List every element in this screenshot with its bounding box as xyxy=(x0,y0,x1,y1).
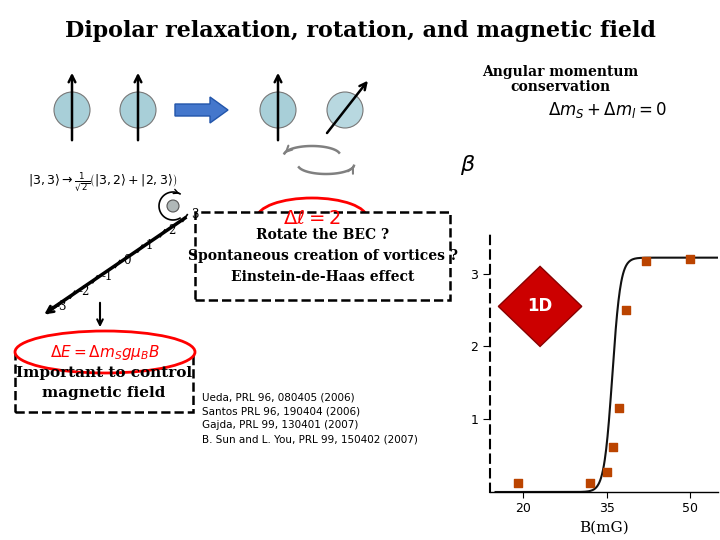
Text: Angular momentum: Angular momentum xyxy=(482,65,638,79)
Point xyxy=(613,404,625,413)
Text: conservation: conservation xyxy=(510,80,610,94)
X-axis label: B(mG): B(mG) xyxy=(579,521,629,535)
Point xyxy=(601,467,613,476)
Text: -2: -2 xyxy=(78,285,90,298)
Point xyxy=(640,256,652,265)
Polygon shape xyxy=(175,97,228,123)
Point xyxy=(512,479,523,488)
Text: -3: -3 xyxy=(56,300,68,314)
Circle shape xyxy=(54,92,90,128)
Text: Important to control
magnetic field: Important to control magnetic field xyxy=(16,366,192,400)
Text: Ueda, PRL 96, 080405 (2006): Ueda, PRL 96, 080405 (2006) xyxy=(202,392,355,402)
Text: $\beta$: $\beta$ xyxy=(460,153,476,177)
Text: Santos PRL 96, 190404 (2006): Santos PRL 96, 190404 (2006) xyxy=(202,406,360,416)
Text: 3: 3 xyxy=(191,208,199,221)
Polygon shape xyxy=(498,266,582,347)
Text: $\Delta\ell = 2$: $\Delta\ell = 2$ xyxy=(283,208,341,227)
Point xyxy=(621,306,632,314)
Text: 2: 2 xyxy=(168,224,176,237)
Text: 1: 1 xyxy=(146,239,153,252)
Ellipse shape xyxy=(15,331,195,373)
Text: B. Sun and L. You, PRL 99, 150402 (2007): B. Sun and L. You, PRL 99, 150402 (2007) xyxy=(202,434,418,444)
Text: $\Delta E = \Delta m_S g \mu_B B$: $\Delta E = \Delta m_S g \mu_B B$ xyxy=(50,342,160,361)
Ellipse shape xyxy=(257,198,367,238)
Circle shape xyxy=(167,200,179,212)
Circle shape xyxy=(260,92,296,128)
Text: 0: 0 xyxy=(124,254,131,267)
Text: -1: -1 xyxy=(101,270,112,283)
Text: Rotate the BEC ?
Spontaneous creation of vortices ?
Einstein-de-Haas effect: Rotate the BEC ? Spontaneous creation of… xyxy=(187,228,457,284)
Circle shape xyxy=(327,92,363,128)
FancyBboxPatch shape xyxy=(15,354,193,412)
Point xyxy=(685,255,696,264)
Text: Gajda, PRL 99, 130401 (2007): Gajda, PRL 99, 130401 (2007) xyxy=(202,420,359,430)
Text: $\Delta m_S + \Delta m_l = 0$: $\Delta m_S + \Delta m_l = 0$ xyxy=(548,100,667,120)
Text: $|3,3\rangle \rightarrow \frac{1}{\sqrt{2}}\left(|3,2\rangle+|2,3\rangle\right)$: $|3,3\rangle \rightarrow \frac{1}{\sqrt{… xyxy=(28,171,177,194)
Point xyxy=(585,478,596,487)
Circle shape xyxy=(120,92,156,128)
Text: Dipolar relaxation, rotation, and magnetic field: Dipolar relaxation, rotation, and magnet… xyxy=(65,20,655,42)
Point xyxy=(608,443,619,451)
FancyBboxPatch shape xyxy=(195,212,450,300)
Text: 1D: 1D xyxy=(528,298,553,315)
